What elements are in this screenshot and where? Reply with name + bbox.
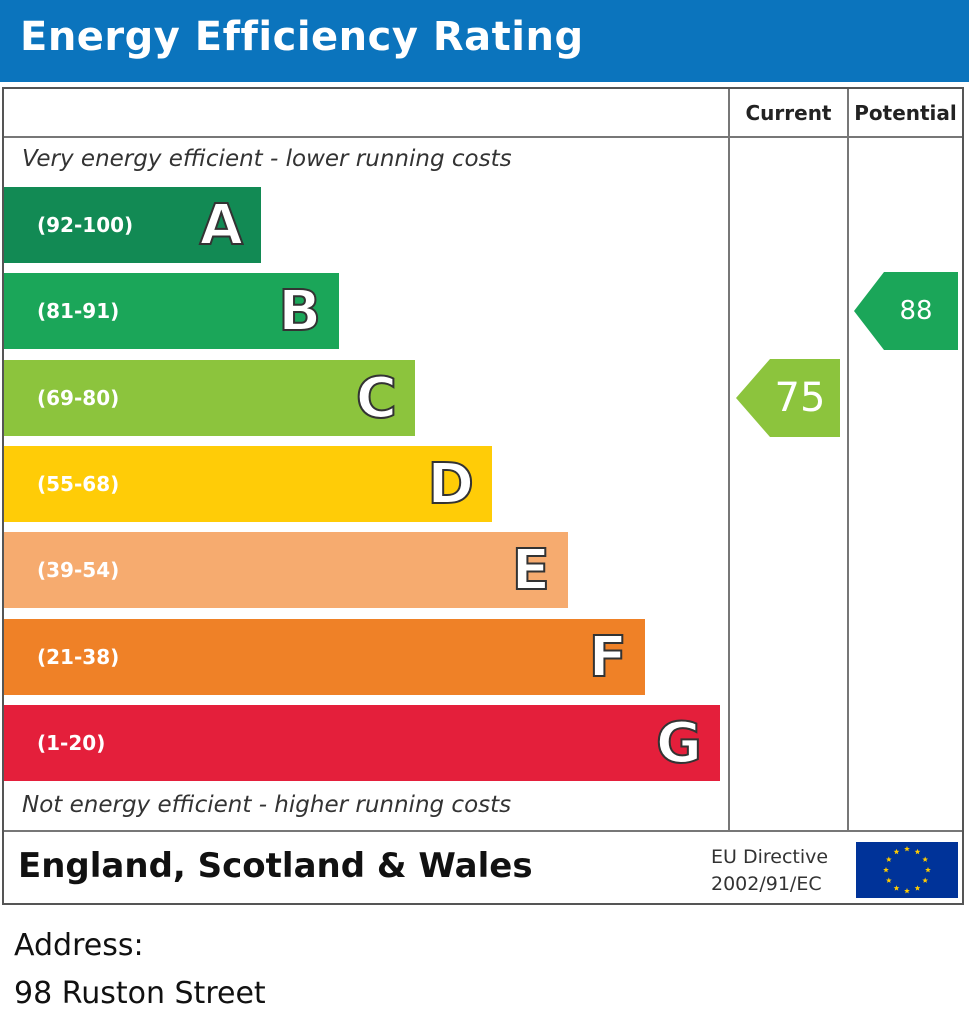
- band-d: (55-68) D: [4, 446, 492, 522]
- current-arrow-shape: [736, 359, 840, 437]
- divider-potential-left: [847, 89, 849, 830]
- note-very-efficient: Very energy efficient - lower running co…: [22, 146, 512, 172]
- band-range-label: (55-68): [37, 472, 120, 496]
- eu-star: [922, 877, 929, 883]
- eu-star: [885, 856, 892, 862]
- column-header-current: Current: [745, 101, 832, 125]
- eu-star: [883, 867, 889, 873]
- band-letter-label: G: [655, 710, 703, 777]
- eu-star: [922, 856, 929, 862]
- eu-directive-line2: 2002/91/EC: [711, 873, 822, 895]
- eu-star: [925, 867, 931, 873]
- band-range-label: (69-80): [37, 386, 120, 410]
- eu-flag-icon: [856, 842, 958, 898]
- band-letter-label: F: [588, 624, 628, 691]
- eu-star: [893, 885, 900, 891]
- band-f: (21-38) F: [4, 619, 645, 695]
- divider-header-row: [4, 136, 962, 138]
- band-letter-label: E: [511, 537, 551, 604]
- eu-star: [904, 888, 910, 894]
- divider-current-left: [728, 89, 730, 830]
- current-rating-value: 75: [774, 375, 826, 421]
- band-b: (81-91) B: [4, 273, 339, 349]
- band-letter-label: C: [355, 365, 398, 432]
- band-range-label: (92-100): [37, 213, 134, 237]
- page-title: Energy Efficiency Rating: [20, 14, 584, 60]
- band-letter-label: A: [199, 192, 244, 259]
- band-letter-label: D: [427, 451, 476, 518]
- address-value: 98 Ruston Street: [14, 976, 266, 1011]
- band-a: (92-100) A: [4, 187, 261, 263]
- eu-star: [914, 885, 921, 891]
- header-bar: Energy Efficiency Rating: [0, 0, 969, 82]
- country-label: England, Scotland & Wales: [18, 846, 533, 886]
- potential-rating-arrow: 88: [854, 272, 958, 350]
- band-range-label: (81-91): [37, 299, 120, 323]
- band-c: (69-80) C: [4, 360, 415, 436]
- band-letter-label: B: [277, 278, 322, 345]
- note-not-efficient: Not energy efficient - higher running co…: [22, 792, 512, 818]
- eu-star: [893, 848, 900, 855]
- band-g: (1-20) G: [4, 705, 720, 781]
- band-e: (39-54) E: [4, 532, 568, 608]
- band-range-label: (1-20): [37, 731, 106, 755]
- band-range-label: (21-38): [37, 645, 120, 669]
- eu-directive-line1: EU Directive: [711, 846, 829, 868]
- current-rating-arrow: 75: [736, 359, 840, 437]
- column-header-potential: Potential: [854, 101, 957, 125]
- eu-star: [885, 877, 892, 883]
- potential-arrow-shape: [854, 272, 958, 350]
- band-range-label: (39-54): [37, 558, 120, 582]
- eu-star: [914, 848, 921, 855]
- eu-star: [904, 846, 910, 852]
- address-label: Address:: [14, 928, 144, 963]
- potential-rating-value: 88: [899, 296, 933, 326]
- divider-footer-row: [4, 830, 962, 832]
